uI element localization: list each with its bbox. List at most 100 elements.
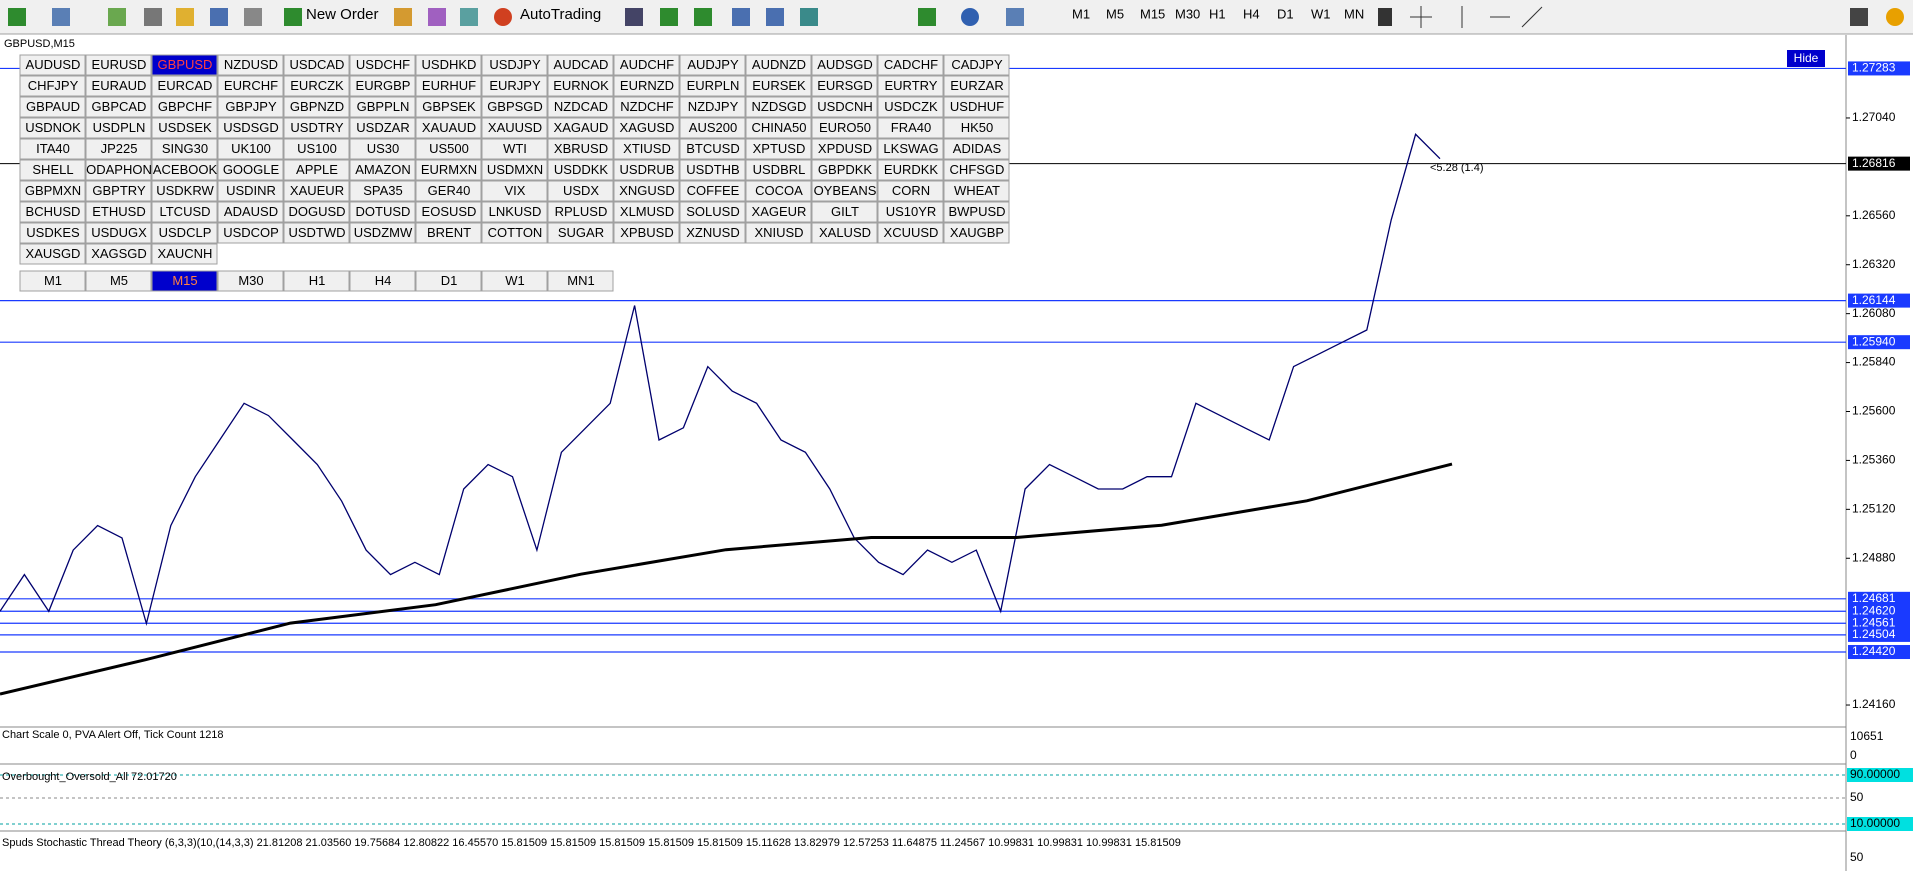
symbol-button-bg[interactable] <box>943 180 1010 202</box>
symbol-button[interactable]: AUDNZD <box>752 57 806 72</box>
symbol-button[interactable]: SING30 <box>162 141 208 156</box>
symbol-button-bg[interactable] <box>877 138 944 160</box>
symbol-button-bg[interactable] <box>481 201 548 223</box>
symbol-button-bg[interactable] <box>19 54 86 76</box>
symbol-button-bg[interactable] <box>151 159 218 181</box>
symbol-button-bg[interactable] <box>877 201 944 223</box>
symbol-button-bg[interactable] <box>877 222 944 244</box>
toolbar-timeframe[interactable]: M30 <box>1175 6 1200 21</box>
symbol-button[interactable]: USDTWD <box>288 225 345 240</box>
symbol-button-bg[interactable] <box>613 138 680 160</box>
symbol-button-bg[interactable] <box>19 96 86 118</box>
symbol-button[interactable]: GBPJPY <box>225 99 277 114</box>
symbol-button[interactable]: XPBUSD <box>620 225 673 240</box>
symbol-button[interactable]: EURCAD <box>158 78 213 93</box>
trendline-icon[interactable] <box>1521 6 1543 28</box>
symbol-button-bg[interactable] <box>679 222 746 244</box>
timeframe-button-bg[interactable] <box>85 270 152 292</box>
symbol-button[interactable]: BWPUSD <box>948 204 1005 219</box>
symbol-button[interactable]: GBPCHF <box>158 99 212 114</box>
symbol-button[interactable]: EURNOK <box>553 78 609 93</box>
symbol-button[interactable]: USDCOP <box>223 225 279 240</box>
symbol-button-bg[interactable] <box>613 54 680 76</box>
symbol-button[interactable]: EURGBP <box>356 78 411 93</box>
symbol-button-bg[interactable] <box>349 75 416 97</box>
symbol-button-bg[interactable] <box>85 201 152 223</box>
symbol-button-bg[interactable] <box>85 180 152 202</box>
symbol-button[interactable]: NZDSGD <box>752 99 807 114</box>
symbol-button[interactable]: ITA40 <box>36 141 70 156</box>
symbol-button[interactable]: USDNOK <box>25 120 81 135</box>
symbol-button-bg[interactable] <box>943 75 1010 97</box>
icon[interactable] <box>694 8 712 26</box>
toolbar-timeframe[interactable]: M1 <box>1072 6 1090 21</box>
symbol-button[interactable]: ETHUSD <box>92 204 145 219</box>
symbol-button[interactable]: EURCHF <box>224 78 278 93</box>
symbol-button[interactable]: XPTUSD <box>753 141 806 156</box>
icon[interactable] <box>800 8 818 26</box>
icon[interactable] <box>660 8 678 26</box>
symbol-button-bg[interactable] <box>283 222 350 244</box>
symbol-button[interactable]: AMAZON <box>355 162 411 177</box>
symbol-button-bg[interactable] <box>679 54 746 76</box>
timeframe-button-bg[interactable] <box>283 270 350 292</box>
symbol-button[interactable]: EURZAR <box>950 78 1003 93</box>
icon[interactable] <box>766 8 784 26</box>
symbol-button-bg[interactable] <box>151 75 218 97</box>
symbol-button-bg[interactable] <box>283 117 350 139</box>
symbol-button[interactable]: EURDKK <box>884 162 939 177</box>
symbol-button[interactable]: GBPTRY <box>92 183 146 198</box>
symbol-button[interactable]: XAGEUR <box>752 204 807 219</box>
symbol-button[interactable]: COCOA <box>755 183 803 198</box>
symbol-button-bg[interactable] <box>217 75 284 97</box>
symbol-button[interactable]: XZNUSD <box>686 225 739 240</box>
icon[interactable] <box>460 8 478 26</box>
symbol-button-bg[interactable] <box>481 159 548 181</box>
symbol-button-bg[interactable] <box>19 180 86 202</box>
symbol-button-bg[interactable] <box>217 54 284 76</box>
symbol-button[interactable]: LKSWAG <box>883 141 938 156</box>
symbol-button-bg[interactable] <box>547 54 614 76</box>
symbol-button[interactable]: XAGAUD <box>554 120 609 135</box>
symbol-button[interactable]: USDUGX <box>91 225 147 240</box>
symbol-button[interactable]: NZDCAD <box>554 99 608 114</box>
timeframe-button[interactable]: MN1 <box>567 273 594 288</box>
symbol-button-bg[interactable] <box>745 138 812 160</box>
symbol-button[interactable]: CHFSGD <box>950 162 1005 177</box>
symbol-button-bg[interactable] <box>613 96 680 118</box>
symbol-button[interactable]: EURPLN <box>687 78 740 93</box>
symbol-button[interactable]: XNGUSD <box>619 183 675 198</box>
symbol-button[interactable]: FRA40 <box>891 120 931 135</box>
symbol-button-bg[interactable] <box>349 201 416 223</box>
symbol-button[interactable]: EOSUSD <box>422 204 477 219</box>
toolbar-timeframe[interactable]: H4 <box>1243 6 1260 21</box>
symbol-button-bg[interactable] <box>85 159 152 181</box>
symbol-button-bg[interactable] <box>217 222 284 244</box>
symbol-button[interactable]: XLMUSD <box>620 204 674 219</box>
symbol-button[interactable]: XAUCNH <box>158 246 213 261</box>
symbol-button[interactable]: USDCLP <box>159 225 212 240</box>
symbol-button[interactable]: CADJPY <box>951 57 1003 72</box>
symbol-button[interactable]: XBRUSD <box>554 141 608 156</box>
notify-icon[interactable] <box>1886 8 1904 26</box>
symbol-button[interactable]: GBPSEK <box>422 99 476 114</box>
symbol-button-bg[interactable] <box>481 54 548 76</box>
symbol-button-bg[interactable] <box>943 54 1010 76</box>
symbol-button[interactable]: XAUUSD <box>488 120 542 135</box>
symbol-button-bg[interactable] <box>547 180 614 202</box>
symbol-button-bg[interactable] <box>679 96 746 118</box>
symbol-button[interactable]: AUDUSD <box>26 57 81 72</box>
symbol-button-bg[interactable] <box>547 222 614 244</box>
symbol-button-bg[interactable] <box>943 138 1010 160</box>
symbol-button[interactable]: ODAPHON <box>86 162 152 177</box>
symbol-button-bg[interactable] <box>547 96 614 118</box>
symbol-button-bg[interactable] <box>481 96 548 118</box>
symbol-button[interactable]: HK50 <box>961 120 994 135</box>
symbol-button-bg[interactable] <box>19 159 86 181</box>
symbol-button[interactable]: XNIUSD <box>754 225 803 240</box>
symbol-button[interactable]: GBPSGD <box>487 99 543 114</box>
symbol-button-bg[interactable] <box>349 138 416 160</box>
symbol-button[interactable]: SUGAR <box>558 225 604 240</box>
symbol-button-bg[interactable] <box>415 96 482 118</box>
symbol-button[interactable]: USDINR <box>226 183 276 198</box>
